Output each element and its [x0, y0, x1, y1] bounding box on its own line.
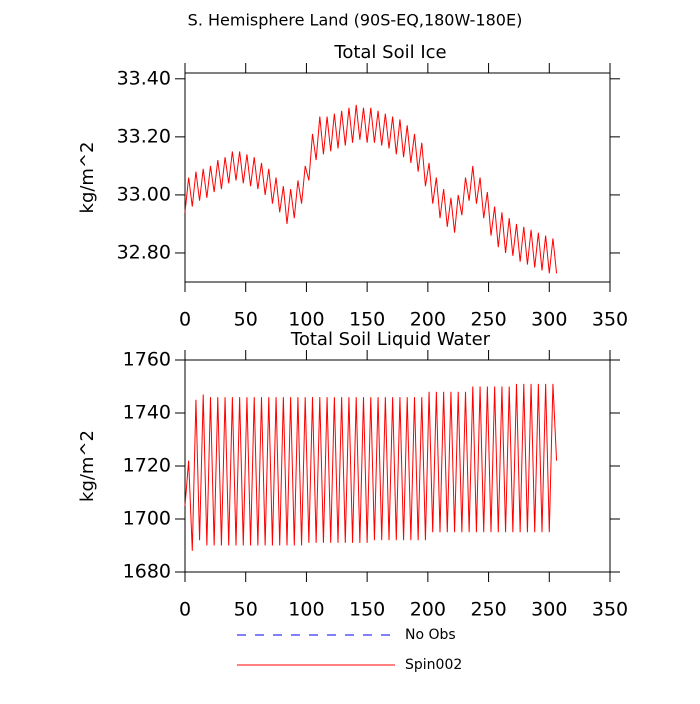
x-tick-label: 200: [410, 599, 446, 621]
x-tick-label: 300: [531, 599, 567, 621]
y-tick-label: 1760: [123, 349, 171, 371]
plot-frame: [184, 72, 611, 283]
chart-title: S. Hemisphere Land (90S-EQ,180W-180E): [188, 11, 523, 30]
x-tick-label: 300: [531, 309, 567, 331]
y-tick-label: 32.80: [117, 241, 171, 263]
panel-title: Total Soil Liquid Water: [290, 329, 491, 350]
data-line: [184, 383, 558, 551]
x-tick-label: 150: [349, 599, 385, 621]
y-tick-label: 1740: [123, 402, 171, 424]
y-axis-label: kg/m^2: [77, 430, 98, 502]
x-tick-label: 50: [234, 599, 258, 621]
x-tick-label: 150: [349, 309, 385, 331]
x-tick-label: 350: [592, 309, 628, 331]
y-tick-label: 33.40: [117, 67, 171, 89]
legend-label: No Obs: [405, 627, 456, 643]
x-tick-label: 0: [179, 309, 191, 331]
x-tick-label: 0: [179, 599, 191, 621]
x-tick-label: 250: [470, 309, 506, 331]
x-tick-label: 350: [592, 599, 628, 621]
y-tick-label: 33.00: [117, 183, 171, 205]
legend-label: Spin002: [405, 657, 462, 673]
x-tick-label: 250: [470, 599, 506, 621]
y-tick-label: 1680: [123, 561, 171, 583]
plot-frame: [184, 359, 611, 573]
y-axis-label: kg/m^2: [77, 142, 98, 214]
x-tick-label: 100: [288, 599, 324, 621]
data-line: [184, 104, 558, 274]
x-tick-label: 50: [234, 309, 258, 331]
y-tick-label: 1700: [123, 508, 171, 530]
y-tick-label: 33.20: [117, 125, 171, 147]
panel-title: Total Soil Ice: [333, 42, 446, 63]
x-tick-label: 100: [288, 309, 324, 331]
y-tick-label: 1720: [123, 455, 171, 477]
x-tick-label: 200: [410, 309, 446, 331]
